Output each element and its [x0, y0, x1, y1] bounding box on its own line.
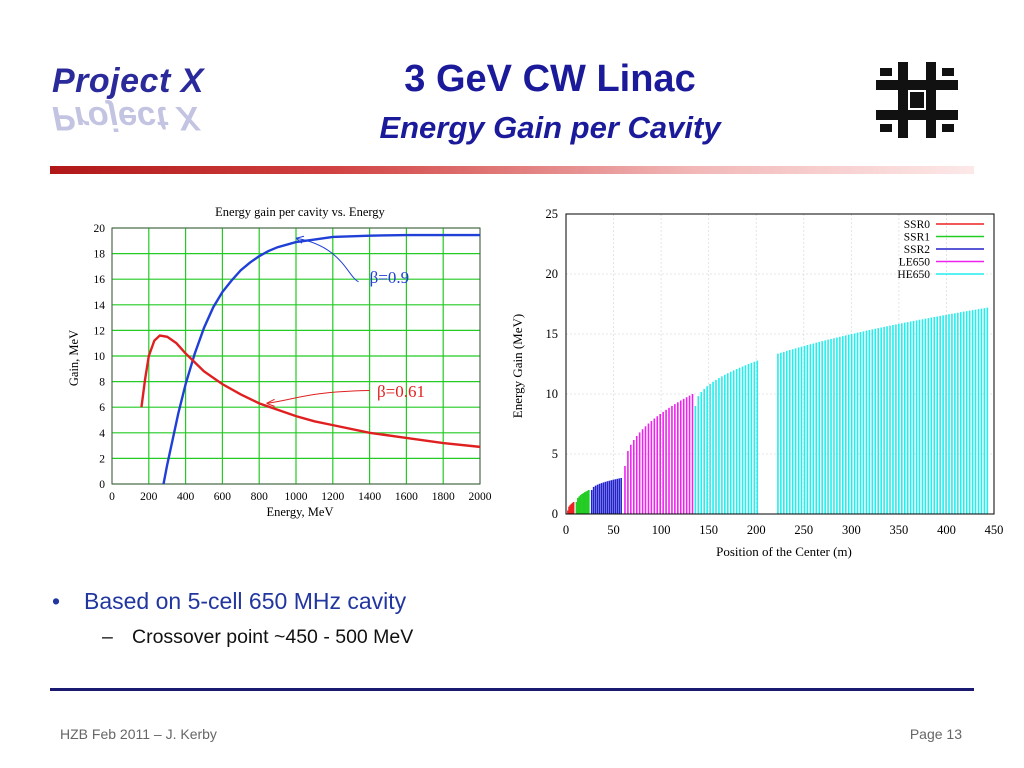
logo-text: Project X: [52, 62, 204, 100]
sub-bullet-text: Crossover point ~450 - 500 MeV: [132, 626, 414, 648]
chart1-series-line-0: [162, 233, 480, 485]
chart1-grid: [111, 227, 481, 485]
chart2-xtick-label: 50: [607, 523, 620, 537]
chart1-xtick-label: 400: [177, 491, 195, 503]
chart1-ticks: 0 200 400 600 800 1000 1200 1400 1600 1800 2000 0 2 4…: [94, 223, 492, 503]
chart2-legend-label: SSR2: [904, 244, 930, 256]
chart1-title: Energy gain per cavity vs. Energy: [215, 205, 385, 219]
chart1-ytick-label: 12: [94, 325, 106, 337]
footer-author: HZB Feb 2011 – J. Kerby: [60, 726, 217, 742]
chart1-xtick-label: 1400: [358, 491, 381, 503]
chart1-xtick-label: 1000: [285, 491, 308, 503]
chart1-xtick-label: 1800: [432, 491, 455, 503]
chart1-ytick-label: 0: [99, 479, 105, 491]
chart1-ytick-label: 16: [94, 274, 106, 286]
chart1-ytick-label: 6: [99, 402, 105, 414]
slide-title: 3 GeV CW Linac: [404, 58, 696, 100]
footer-divider: [50, 688, 974, 691]
chart2-xtick-label: 250: [794, 523, 813, 537]
chart1-ylabel: Gain, MeV: [67, 330, 81, 386]
chart1-xtick-label: 1600: [395, 491, 418, 503]
chart2-xlabel: Position of the Center (m): [716, 544, 852, 559]
chart2-legend-label: SSR1: [904, 232, 930, 244]
chart1-background: [64, 198, 504, 528]
chart2-legend-label: LE650: [899, 257, 931, 269]
chart1-annotation-beta061: β=0.61: [377, 382, 425, 401]
energy-gain-vs-energy-chart: Energy gain per cavity vs. Energy 0 200 40…: [64, 198, 504, 528]
page-number: Page 13: [909, 726, 962, 742]
chart2-bars: [567, 307, 989, 514]
chart1-series: [140, 233, 481, 485]
chart2-ytick-label: 5: [552, 447, 558, 461]
chart2-xtick-label: 200: [747, 523, 766, 537]
chart1-series-line-1: [140, 334, 481, 449]
chart1-ytick-label: 14: [94, 300, 106, 312]
chart2-xtick-label: 100: [652, 523, 671, 537]
chart2-xtick-label: 300: [842, 523, 861, 537]
chart2-xtick-label: 400: [937, 523, 956, 537]
chart1-ytick-label: 2: [99, 453, 105, 465]
bullet-dot-icon: •: [52, 588, 61, 614]
project-x-logo: Project X Project X: [52, 62, 242, 142]
chart1-plot-frame: [111, 227, 481, 485]
chart1-xtick-label: 800: [251, 491, 269, 503]
chart2-ytick-label: 0: [552, 507, 558, 521]
chart2-ytick-label: 10: [546, 387, 559, 401]
chart2-xtick-label: 150: [699, 523, 718, 537]
chart2-ytick-label: 20: [546, 267, 559, 281]
chart1-annotation-arrow-beta061: [266, 390, 370, 404]
energy-gain-vs-position-chart: 0 50 100 150 200 250 300 350 400 450 0 5 10 15 20 25 SS…: [508, 206, 1006, 566]
chart2-ticks: 0 50 100 150 200 250 300 350 400 450 0 5 10 15 20 25: [546, 207, 1004, 537]
chart2-xtick-label: 450: [985, 523, 1004, 537]
sub-bullet-dash-icon: –: [102, 626, 113, 648]
header-divider: [50, 166, 974, 174]
chart1-xtick-label: 1200: [321, 491, 344, 503]
chart2-ylabel: Energy Gain (MeV): [510, 314, 525, 418]
chart2-xtick-label: 350: [890, 523, 909, 537]
chart2-plot-frame: [565, 213, 995, 515]
chart1-xtick-label: 600: [214, 491, 232, 503]
chart1-annotations: β=0.9 β=0.61: [266, 235, 425, 407]
chart1-annotation-beta09: β=0.9: [370, 268, 410, 287]
chart2-ytick-label: 15: [546, 327, 559, 341]
chart1-annotation-arrowhead-beta061: [266, 398, 275, 407]
chart1-xtick-label: 0: [109, 491, 115, 503]
bullet-text: Based on 5-cell 650 MHz cavity: [84, 588, 407, 614]
chart1-xtick-label: 2000: [469, 491, 492, 503]
fermilab-logo-icon: [876, 62, 958, 138]
chart1-ytick-label: 4: [99, 428, 105, 440]
chart2-legend-label: SSR0: [904, 219, 930, 231]
slide-subtitle: Energy Gain per Cavity: [379, 110, 721, 145]
chart1-annotation-arrowhead-beta09: [295, 235, 305, 244]
chart2-ytick-label: 25: [546, 207, 559, 221]
chart1-ytick-label: 8: [99, 377, 105, 389]
chart2-frame: [565, 213, 995, 515]
chart2-xtick-label: 0: [563, 523, 569, 537]
chart1-annotation-arrow-beta09: [295, 237, 359, 283]
chart1-xtick-label: 200: [140, 491, 158, 503]
chart1-ytick-label: 10: [94, 351, 106, 363]
chart1-ytick-label: 20: [94, 223, 106, 235]
chart2-legend-label: HE650: [897, 269, 930, 281]
chart1-xlabel: Energy, MeV: [267, 505, 334, 519]
chart1-ytick-label: 18: [94, 249, 106, 261]
logo-reflection: Project X: [52, 99, 200, 137]
